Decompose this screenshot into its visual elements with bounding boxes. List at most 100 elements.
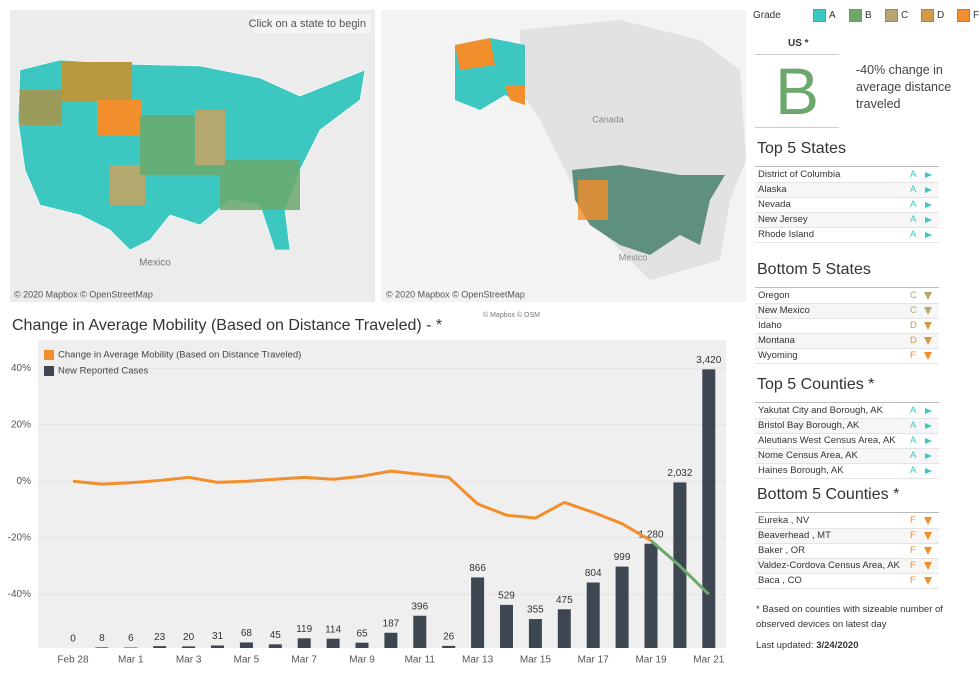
- y-tick-label: -20%: [8, 532, 31, 543]
- row-name: Baker , OR: [758, 545, 805, 556]
- trend-icon: [925, 202, 932, 208]
- state-shape[interactable]: [20, 90, 62, 125]
- list-row[interactable]: Oregon C: [755, 289, 939, 304]
- bar: [355, 642, 369, 648]
- list-title: Top 5 States: [757, 140, 846, 157]
- data-label: 8: [99, 633, 105, 644]
- row-name: Nevada: [758, 199, 791, 210]
- county-cluster[interactable]: [578, 180, 608, 220]
- row-name: Haines Borough, AK: [758, 465, 844, 476]
- county-map[interactable]: [572, 165, 725, 255]
- hint-box: [253, 15, 371, 33]
- divider: [755, 287, 939, 288]
- row-grade: F: [910, 530, 916, 541]
- us-label: US *: [788, 38, 809, 49]
- row-name: Yakutat City and Borough, AK: [758, 405, 883, 416]
- list-row[interactable]: District of Columbia A: [755, 168, 939, 183]
- data-label: 20: [183, 632, 195, 643]
- list-row[interactable]: Baca , CO F: [755, 574, 939, 589]
- bar: [528, 619, 542, 648]
- list-row[interactable]: Nome Census Area, AK A: [755, 449, 939, 464]
- data-label: 68: [241, 628, 253, 639]
- list-title: Top 5 Counties *: [757, 376, 875, 393]
- alaska-region[interactable]: [455, 38, 495, 70]
- state-shape[interactable]: [220, 160, 300, 210]
- plot-area: [38, 340, 726, 648]
- list-row[interactable]: Beaverhead , MT F: [755, 529, 939, 544]
- state-shape[interactable]: [195, 110, 225, 165]
- row-grade: F: [910, 545, 916, 556]
- map-credit: © 2020 Mapbox © OpenStreetMap: [386, 289, 525, 299]
- row-name: New Jersey: [758, 214, 808, 225]
- row-name: Beaverhead , MT: [758, 530, 831, 541]
- row-grade: F: [910, 575, 916, 586]
- row-name: Oregon: [758, 290, 790, 301]
- trend-icon: [925, 468, 932, 474]
- divider: [755, 166, 939, 167]
- x-tick-label: Mar 1: [118, 655, 144, 666]
- row-grade: A: [910, 435, 917, 446]
- row-name: Baca , CO: [758, 575, 802, 586]
- list-row[interactable]: Haines Borough, AK A: [755, 464, 939, 479]
- legend-title: Grade: [753, 10, 781, 21]
- bar: [297, 638, 311, 648]
- list-row[interactable]: Aleutians West Census Area, AK A: [755, 434, 939, 449]
- x-tick-label: Mar 21: [693, 655, 725, 666]
- list-row[interactable]: New Jersey A: [755, 213, 939, 228]
- list-row[interactable]: Bristol Bay Borough, AK A: [755, 419, 939, 434]
- alaska-region[interactable]: [505, 85, 525, 105]
- state-shape[interactable]: [110, 165, 145, 205]
- main-canvas: Click on a state to begin Mexico © 2020 …: [8, 10, 746, 666]
- list-row[interactable]: Baker , OR F: [755, 544, 939, 559]
- list-row[interactable]: Yakutat City and Borough, AK A: [755, 404, 939, 419]
- row-name: Nome Census Area, AK: [758, 450, 858, 461]
- list-row[interactable]: Nevada A: [755, 198, 939, 213]
- bar: [586, 582, 600, 648]
- row-grade: D: [910, 335, 917, 346]
- row-name: Rhode Island: [758, 229, 814, 240]
- map-hint: Click on a state to begin: [249, 18, 366, 30]
- list-row[interactable]: Wyoming F: [755, 349, 939, 364]
- trend-icon: [924, 292, 932, 300]
- list-row[interactable]: Alaska A: [755, 183, 939, 198]
- list-row[interactable]: Montana D: [755, 334, 939, 349]
- list-row[interactable]: Idaho D: [755, 319, 939, 334]
- bar: [500, 604, 513, 648]
- state-shape[interactable]: [62, 62, 132, 102]
- legend-label: New Reported Cases: [58, 366, 149, 377]
- bar: [557, 609, 571, 648]
- y-tick-label: 40%: [11, 363, 31, 374]
- row-grade: A: [910, 214, 917, 225]
- bar: [239, 642, 253, 648]
- row-name: District of Columbia: [758, 169, 841, 180]
- footnote: * Based on counties with sizeable number…: [756, 604, 943, 630]
- row-grade: F: [910, 560, 916, 571]
- trend-icon: [925, 438, 932, 444]
- x-tick-label: Mar 13: [462, 655, 494, 666]
- legend-swatch: [885, 9, 898, 22]
- list-row[interactable]: Valdez-Cordova Census Area, AK F: [755, 559, 939, 574]
- row-grade: A: [910, 199, 917, 210]
- row-name: Alaska: [758, 184, 787, 195]
- state-shape[interactable]: [97, 100, 142, 135]
- data-label: 1,280: [638, 529, 663, 540]
- trend-icon: [924, 337, 932, 345]
- row-grade: A: [910, 405, 917, 416]
- data-label: 475: [556, 595, 573, 606]
- row-name: New Mexico: [758, 305, 810, 316]
- bar: [268, 644, 282, 648]
- last-updated: Last updated: 3/24/2020: [756, 640, 858, 651]
- bar: [702, 369, 716, 648]
- line: [72, 469, 652, 542]
- trend-icon: [924, 307, 932, 315]
- list-row[interactable]: New Mexico C: [755, 304, 939, 319]
- row-grade: A: [910, 465, 917, 476]
- row-name: Eureka , NV: [758, 515, 810, 526]
- data-label: 26: [443, 632, 455, 643]
- y-tick-label: 20%: [11, 419, 31, 430]
- legend-swatch: [813, 9, 826, 22]
- trend-icon: [924, 352, 932, 360]
- list-row[interactable]: Rhode Island A: [755, 228, 939, 243]
- list-row[interactable]: Eureka , NV F: [755, 514, 939, 529]
- data-label: 31: [212, 631, 224, 642]
